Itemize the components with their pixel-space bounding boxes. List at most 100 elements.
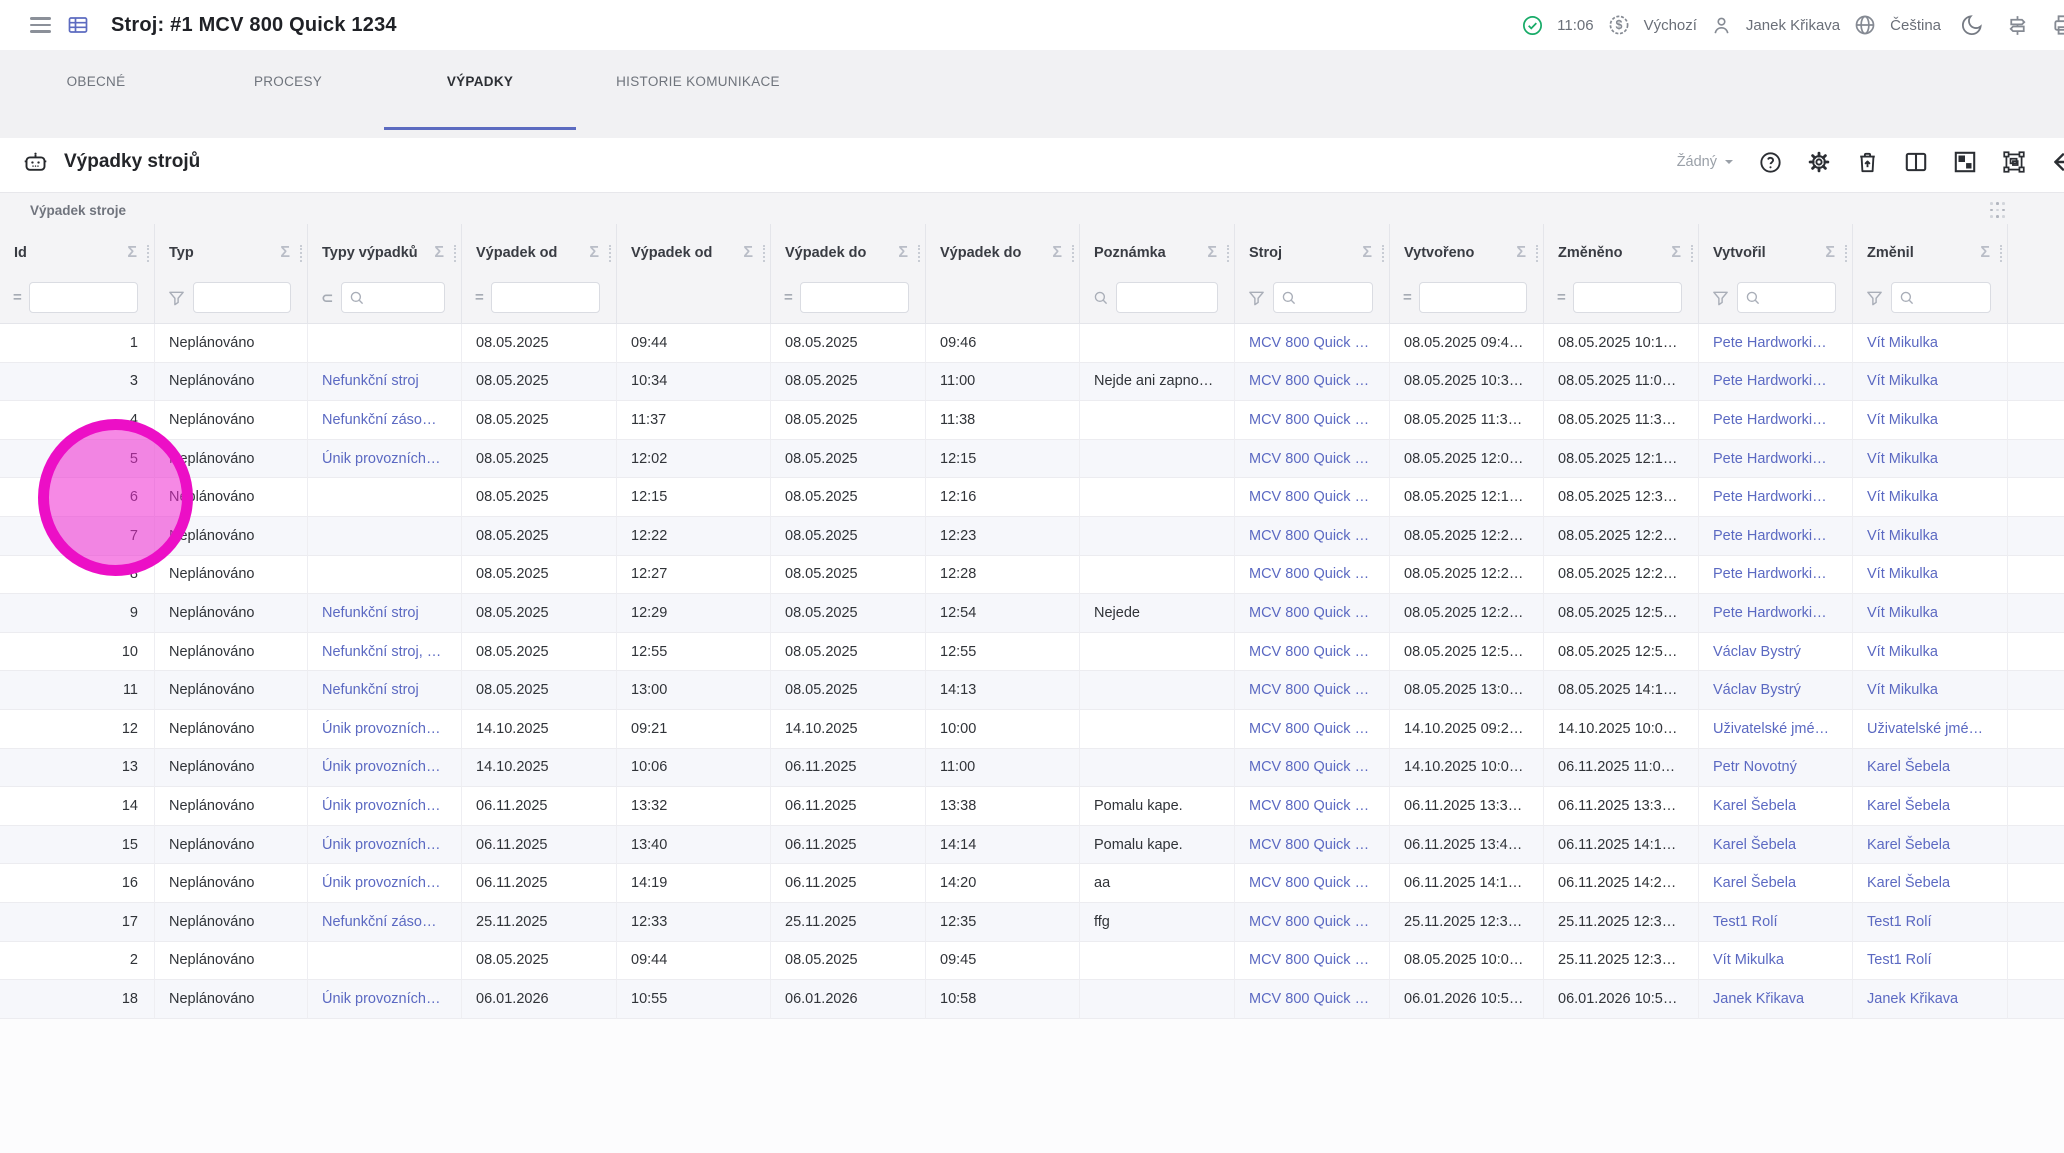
cell-zmenil[interactable]: Karel Šebela: [1853, 749, 2008, 788]
cell-zmenil[interactable]: Uživatelské jmé…: [1853, 710, 2008, 749]
globe-icon[interactable]: [1853, 13, 1877, 37]
column-header-poznamka[interactable]: PoznámkaΣ: [1080, 224, 1235, 272]
cell-zmenil[interactable]: Vít Mikulka: [1853, 633, 2008, 672]
column-header-typ[interactable]: TypΣ: [155, 224, 308, 272]
cell-typy-vypadku[interactable]: Nefunkční záso…: [308, 401, 462, 440]
filter-input-poznamka[interactable]: [1116, 282, 1218, 313]
column-header-vypadek-do-datum[interactable]: Výpadek doΣ: [771, 224, 926, 272]
sum-sigma-icon[interactable]: Σ: [1669, 244, 1683, 262]
cell-vytvoril[interactable]: Václav Bystrý: [1699, 671, 1853, 710]
filter-funnel-icon[interactable]: [1711, 288, 1730, 307]
cell-vytvoril[interactable]: Pete Hardworki…: [1699, 440, 1853, 479]
column-header-zmenil[interactable]: ZměnilΣ: [1853, 224, 2008, 272]
column-menu-dots-icon[interactable]: [1227, 245, 1229, 262]
cell-vytvoril[interactable]: Pete Hardworki…: [1699, 478, 1853, 517]
cell-vytvoril[interactable]: Vít Mikulka: [1699, 942, 1853, 981]
filter-input-zmenil[interactable]: [1891, 282, 1991, 313]
column-header-vytvoreno[interactable]: VytvořenoΣ: [1390, 224, 1544, 272]
delete-export-button[interactable]: [1855, 150, 1880, 175]
sum-sigma-icon[interactable]: Σ: [587, 244, 601, 262]
cell-zmenil[interactable]: Vít Mikulka: [1853, 556, 2008, 595]
subset-operator-icon[interactable]: ⊂: [321, 289, 334, 307]
cell-typy-vypadku[interactable]: Nefunkční stroj, …: [308, 633, 462, 672]
split-view-button[interactable]: [1903, 149, 1929, 175]
grouping-select[interactable]: Žádný: [1677, 154, 1735, 170]
column-menu-dots-icon[interactable]: [1072, 245, 1074, 262]
sum-sigma-icon[interactable]: Σ: [1360, 244, 1374, 262]
cell-zmenil[interactable]: Vít Mikulka: [1853, 517, 2008, 556]
sum-sigma-icon[interactable]: Σ: [741, 244, 755, 262]
filter-input-zmeneno[interactable]: [1573, 282, 1682, 313]
frame-group-button[interactable]: [2001, 149, 2027, 175]
cell-stroj[interactable]: MCV 800 Quick …: [1235, 864, 1390, 903]
tab-historie-komunikace[interactable]: HISTORIE KOMUNIKACE: [576, 50, 820, 138]
table-row[interactable]: 16NeplánovánoÚnik provozních…06.11.20251…: [0, 864, 2064, 903]
cell-vytvoril[interactable]: Petr Novotný: [1699, 749, 1853, 788]
cell-typy-vypadku[interactable]: Únik provozních…: [308, 980, 462, 1019]
column-header-zmeneno[interactable]: ZměněnoΣ: [1544, 224, 1699, 272]
sum-sigma-icon[interactable]: Σ: [1514, 244, 1528, 262]
sum-sigma-icon[interactable]: Σ: [1978, 244, 1992, 262]
cell-stroj[interactable]: MCV 800 Quick …: [1235, 478, 1390, 517]
table-row[interactable]: 3NeplánovánoNefunkční stroj08.05.202510:…: [0, 363, 2064, 402]
filter-input-typ[interactable]: [193, 282, 291, 313]
cell-vytvoril[interactable]: Karel Šebela: [1699, 787, 1853, 826]
table-row[interactable]: 15NeplánovánoÚnik provozních…06.11.20251…: [0, 826, 2064, 865]
sum-sigma-icon[interactable]: Σ: [432, 244, 446, 262]
cell-vytvoril[interactable]: Karel Šebela: [1699, 826, 1853, 865]
cell-stroj[interactable]: MCV 800 Quick …: [1235, 594, 1390, 633]
column-menu-dots-icon[interactable]: [2000, 245, 2002, 262]
cell-typy-vypadku[interactable]: Únik provozních…: [308, 749, 462, 788]
cell-vytvoril[interactable]: Pete Hardworki…: [1699, 517, 1853, 556]
cell-zmenil[interactable]: Vít Mikulka: [1853, 594, 2008, 633]
tab-vypadky[interactable]: VÝPADKY: [384, 50, 576, 138]
drag-handle-icon[interactable]: [1990, 202, 2006, 219]
column-menu-dots-icon[interactable]: [300, 245, 302, 262]
column-header-stroj[interactable]: StrojΣ: [1235, 224, 1390, 272]
dark-mode-moon-icon[interactable]: [1960, 13, 1984, 37]
table-row[interactable]: 13NeplánovánoÚnik provozních…14.10.20251…: [0, 749, 2064, 788]
cell-stroj[interactable]: MCV 800 Quick …: [1235, 942, 1390, 981]
language-label[interactable]: Čeština: [1890, 17, 1941, 34]
cell-vytvoril[interactable]: Pete Hardworki…: [1699, 594, 1853, 633]
signpost-icon[interactable]: [2005, 13, 2030, 38]
help-button[interactable]: [1758, 150, 1783, 175]
column-menu-dots-icon[interactable]: [1382, 245, 1384, 262]
table-row[interactable]: 7Neplánováno08.05.202512:2208.05.202512:…: [0, 517, 2064, 556]
table-row[interactable]: 10NeplánovánoNefunkční stroj, …08.05.202…: [0, 633, 2064, 672]
cell-stroj[interactable]: MCV 800 Quick …: [1235, 826, 1390, 865]
table-row[interactable]: 18NeplánovánoÚnik provozních…06.01.20261…: [0, 980, 2064, 1019]
sum-sigma-icon[interactable]: Σ: [1823, 244, 1837, 262]
sum-sigma-icon[interactable]: Σ: [896, 244, 910, 262]
cell-zmenil[interactable]: Vít Mikulka: [1853, 324, 2008, 363]
column-menu-dots-icon[interactable]: [454, 245, 456, 262]
cell-typy-vypadku[interactable]: Nefunkční stroj: [308, 363, 462, 402]
column-menu-dots-icon[interactable]: [1691, 245, 1693, 262]
printer-icon[interactable]: [2051, 12, 2064, 38]
cell-typy-vypadku[interactable]: Únik provozních…: [308, 787, 462, 826]
filter-funnel-icon[interactable]: [1865, 288, 1884, 307]
column-menu-dots-icon[interactable]: [1536, 245, 1538, 262]
table-row[interactable]: 1Neplánováno08.05.202509:4408.05.202509:…: [0, 324, 2064, 363]
column-header-vytvoril[interactable]: VytvořilΣ: [1699, 224, 1853, 272]
cell-vytvoril[interactable]: Václav Bystrý: [1699, 633, 1853, 672]
menu-icon[interactable]: [30, 17, 51, 33]
cell-zmenil[interactable]: Vít Mikulka: [1853, 363, 2008, 402]
column-menu-dots-icon[interactable]: [918, 245, 920, 262]
cell-zmenil[interactable]: Vít Mikulka: [1853, 401, 2008, 440]
filter-input-vypadek-do-datum[interactable]: [800, 282, 909, 313]
user-name[interactable]: Janek Křikava: [1746, 17, 1840, 34]
column-header-typy-vypadku[interactable]: Typy výpadkůΣ: [308, 224, 462, 272]
cell-zmenil[interactable]: Vít Mikulka: [1853, 478, 2008, 517]
table-row[interactable]: 2Neplánováno08.05.202509:4408.05.202509:…: [0, 942, 2064, 981]
tab-procesy[interactable]: PROCESY: [192, 50, 384, 138]
column-header-vypadek-od-cas[interactable]: Výpadek odΣ: [617, 224, 771, 272]
filter-input-vytvoril[interactable]: [1737, 282, 1836, 313]
cell-stroj[interactable]: MCV 800 Quick …: [1235, 903, 1390, 942]
cell-zmenil[interactable]: Vít Mikulka: [1853, 440, 2008, 479]
cell-stroj[interactable]: MCV 800 Quick …: [1235, 980, 1390, 1019]
cell-typy-vypadku[interactable]: Nefunkční stroj: [308, 594, 462, 633]
cell-stroj[interactable]: MCV 800 Quick …: [1235, 517, 1390, 556]
cell-typy-vypadku[interactable]: Únik provozních…: [308, 710, 462, 749]
cell-stroj[interactable]: MCV 800 Quick …: [1235, 710, 1390, 749]
